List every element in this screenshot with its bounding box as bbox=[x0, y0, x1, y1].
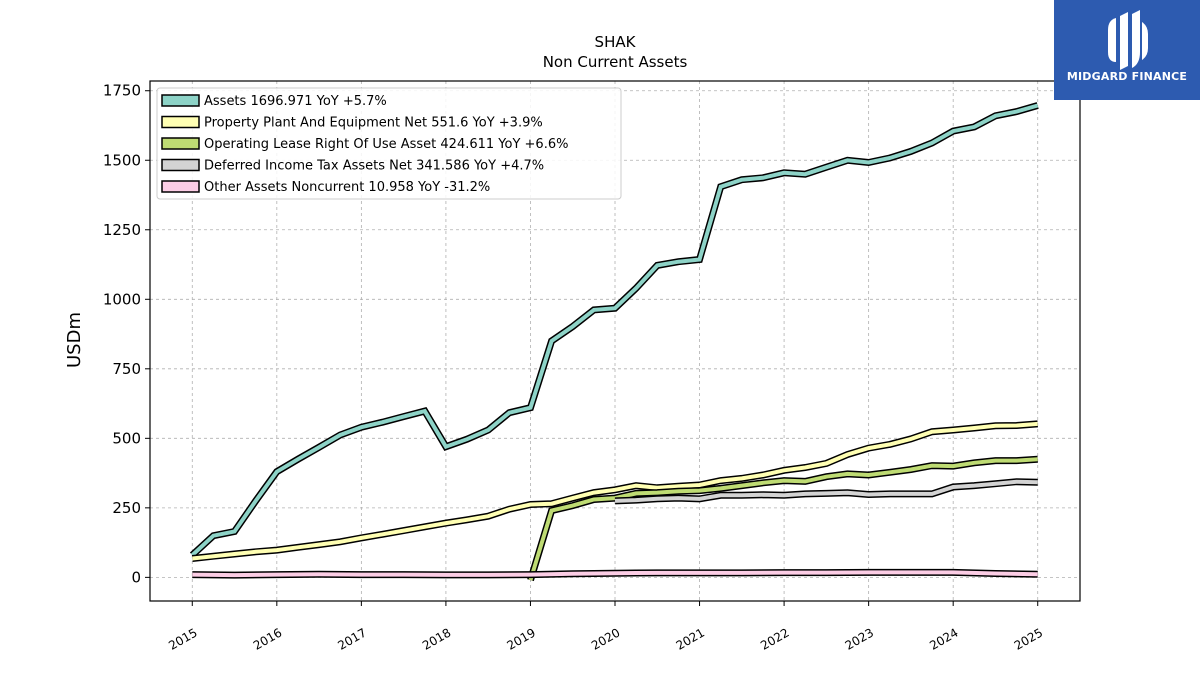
series-line bbox=[189, 102, 1039, 558]
legend-item: Deferred Income Tax Assets Net 341.586 Y… bbox=[161, 158, 544, 174]
chart-subtitle: Non Current Assets bbox=[543, 53, 688, 71]
legend-label: Assets 1696.971 YoY +5.7% bbox=[204, 94, 387, 109]
y-axis-label: USDm bbox=[64, 312, 85, 368]
legend-box bbox=[156, 87, 622, 200]
series-line bbox=[191, 420, 1038, 562]
y-tick-label: 750 bbox=[112, 360, 141, 378]
y-tick-label: 1750 bbox=[103, 82, 141, 100]
legend-swatch bbox=[161, 94, 200, 107]
x-tick-label: 2021 bbox=[674, 625, 707, 652]
y-axis: 0 250 500 750 1000 1250 1500 1750 bbox=[103, 82, 150, 586]
series-fill-line bbox=[192, 570, 1038, 578]
legend-item: Operating Lease Right Of Use Asset 424.6… bbox=[161, 137, 568, 152]
legend-item: Property Plant And Equipment Net 551.6 Y… bbox=[161, 115, 543, 131]
series-layer bbox=[189, 102, 1039, 582]
x-tick-label: 2018 bbox=[420, 625, 453, 652]
legend-item: Other Assets Noncurrent 10.958 YoY -31.2… bbox=[161, 180, 490, 195]
x-tick-label: 2020 bbox=[589, 625, 622, 652]
series-line bbox=[192, 568, 1038, 579]
legend-label: Operating Lease Right Of Use Asset 424.6… bbox=[204, 137, 568, 152]
legend-swatch bbox=[161, 115, 200, 129]
series-fill-line bbox=[190, 103, 1039, 557]
y-tick-label: 1250 bbox=[103, 221, 141, 239]
legend-swatch bbox=[161, 158, 200, 172]
series-fill-line bbox=[614, 479, 1038, 503]
x-tick-label: 2017 bbox=[335, 625, 368, 652]
x-tick-label: 2016 bbox=[251, 625, 284, 652]
legend-label: Deferred Income Tax Assets Net 341.586 Y… bbox=[204, 159, 544, 174]
x-tick-label: 2024 bbox=[927, 625, 960, 652]
y-tick-label: 500 bbox=[112, 429, 141, 447]
y-tick-label: 0 bbox=[131, 568, 141, 586]
x-tick-label: 2025 bbox=[1012, 625, 1045, 652]
x-tick-label: 2015 bbox=[166, 625, 199, 652]
legend-swatch bbox=[161, 137, 200, 150]
y-tick-label: 250 bbox=[112, 499, 141, 517]
brand-name: MIDGARD FINANCE bbox=[1066, 70, 1188, 83]
series-fill-line bbox=[192, 421, 1038, 561]
legend-label: Other Assets Noncurrent 10.958 YoY -31.2… bbox=[204, 180, 490, 195]
x-tick-label: 2022 bbox=[758, 625, 791, 652]
x-axis: 2015 2016 2017 2018 2019 2020 2021 2022 2023 2024… bbox=[166, 601, 1045, 653]
grid bbox=[150, 81, 1080, 601]
legend-item: Assets 1696.971 YoY +5.7% bbox=[161, 94, 387, 109]
brand-logo: MIDGARD FINANCE bbox=[1054, 0, 1200, 100]
midgard-logo-icon bbox=[1108, 10, 1148, 70]
x-tick-label: 2019 bbox=[505, 625, 538, 652]
y-tick-label: 1000 bbox=[103, 290, 141, 308]
legend-swatch bbox=[161, 180, 200, 193]
x-tick-label: 2023 bbox=[843, 625, 876, 652]
legend: Assets 1696.971 YoY +5.7% Property Plant … bbox=[156, 87, 622, 200]
chart-title: SHAK bbox=[595, 33, 637, 51]
legend-label: Property Plant And Equipment Net 551.6 Y… bbox=[204, 116, 543, 131]
series-line bbox=[614, 478, 1038, 505]
y-tick-label: 1500 bbox=[103, 151, 141, 169]
